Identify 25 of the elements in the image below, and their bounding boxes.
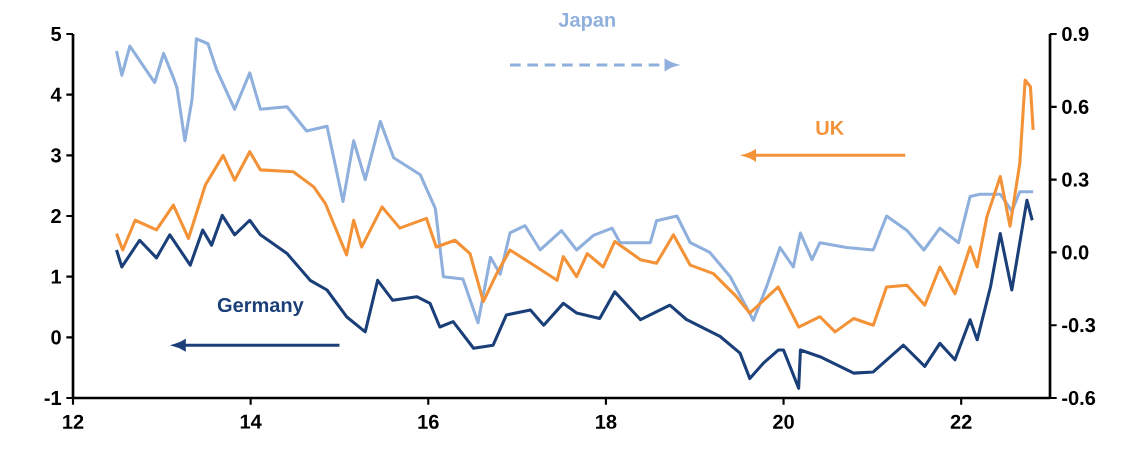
y-tick-label: 1 — [51, 269, 62, 284]
y2-tick-label: 0.3 — [1062, 172, 1089, 187]
line-series — [114, 198, 1034, 390]
y-tick-label: -1 — [44, 391, 62, 405]
y2-tick-label: -0.3 — [1062, 318, 1096, 333]
text: Japan — [558, 12, 615, 31]
x-tick-label: 18 — [596, 414, 617, 429]
y-tick-label: 3 — [50, 148, 61, 163]
y2-tick-label: 0.6 — [1062, 99, 1089, 114]
x-tick-label: 20 — [773, 414, 794, 429]
x-tick-label: 22 — [950, 414, 972, 429]
x-tick-label: 12 — [63, 414, 84, 429]
text: UK — [816, 121, 844, 136]
line-series — [114, 78, 1035, 334]
line-series — [114, 37, 1035, 325]
series-label: Germany — [217, 297, 304, 317]
y2-tick-label: 0.0 — [1062, 245, 1089, 260]
y-tick-label: 2 — [51, 209, 61, 223]
y-tick-label: 4 — [50, 87, 62, 102]
x-tick-label: 14 — [240, 414, 262, 429]
y-tick-label: 0 — [51, 330, 61, 345]
x-tick-label: 16 — [418, 414, 439, 429]
y-tick-label: 5 — [51, 27, 62, 41]
y2-tick-label: 0.9 — [1062, 26, 1089, 42]
y2-tick-label: -0.6 — [1062, 390, 1096, 406]
